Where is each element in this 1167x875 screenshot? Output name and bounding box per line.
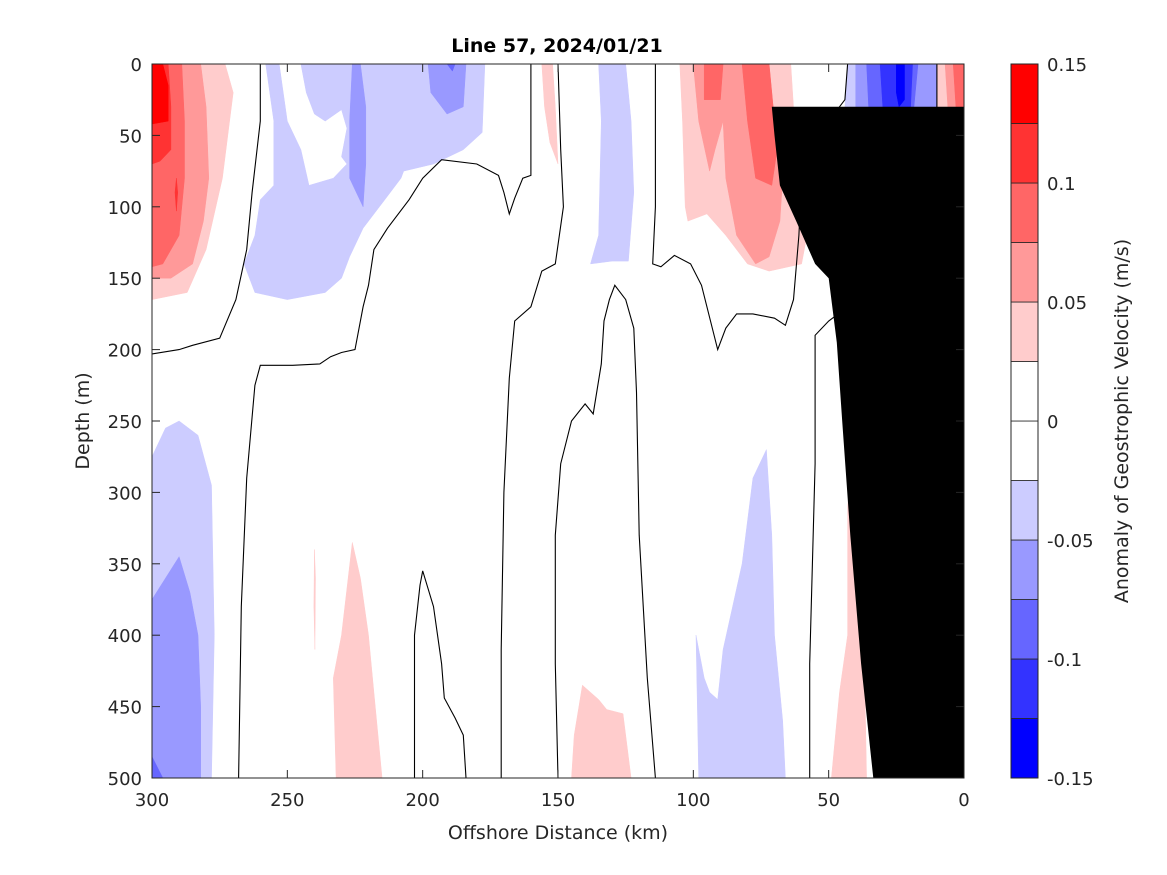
colorbar-tick-label: 0	[1047, 412, 1058, 433]
y-tick-label: 0	[131, 55, 142, 76]
contour-region-27	[333, 542, 383, 778]
x-axis-label: Offshore Distance (km)	[448, 822, 668, 844]
colorbar-bin	[1010, 242, 1039, 303]
bathymetry	[771, 106, 964, 778]
colorbar-tick-label: 0.15	[1047, 55, 1087, 76]
colorbar-bin	[1010, 420, 1039, 481]
plot-area: 300 250 200 150 100 50 0 050100150200250300350…	[108, 55, 970, 811]
colorbar-label: Anomaly of Geostrophic Velocity (m/s)	[1111, 239, 1133, 603]
colorbar-bin	[1010, 182, 1039, 243]
zero-contour-line-4	[554, 284, 656, 778]
colorbar-tick-label: 0.05	[1047, 293, 1087, 314]
y-axis-label: Depth (m)	[72, 372, 94, 469]
seafloor-mask	[771, 106, 964, 778]
zero-contour-line-2	[413, 570, 467, 778]
zero-contour-line-0	[152, 64, 261, 355]
x-tick-label: 100	[676, 790, 710, 811]
colorbar-bin	[1010, 301, 1039, 362]
x-tick-label: 300	[135, 790, 169, 811]
x-tick-label: 200	[405, 790, 439, 811]
y-tick-label: 450	[108, 698, 142, 719]
contour-region-20	[896, 64, 905, 108]
zero-contour-line-3	[500, 64, 564, 778]
contour-region-10	[541, 64, 559, 165]
contour-region-5	[174, 178, 178, 212]
x-ticks: 300 250 200 150 100 50 0	[135, 64, 970, 811]
contour-region-30	[695, 448, 786, 778]
y-tick-label: 150	[108, 269, 142, 290]
x-tick-label: 150	[541, 790, 575, 811]
x-tick-label: 50	[817, 790, 840, 811]
colorbar-tick-label: 0.1	[1047, 174, 1076, 195]
x-tick-label: 0	[958, 790, 969, 811]
colorbar: -0.15 -0.1 -0.05 0 0.05 0.1 0.15	[1010, 55, 1094, 790]
y-tick-label: 200	[108, 341, 142, 362]
contour-region-28	[313, 549, 316, 650]
contour-region-26	[152, 756, 164, 778]
zero-contour-line-1	[238, 64, 532, 778]
chart-title: Line 57, 2024/01/21	[451, 35, 663, 57]
contour-region-4	[152, 64, 169, 125]
y-ticks: 0 50 100 150 200 250 300 350 400 450 500	[108, 55, 964, 790]
colorbar-bin	[1010, 480, 1039, 541]
contour-region-29	[571, 684, 632, 778]
y-tick-label: 300	[108, 483, 142, 504]
colorbar-tick-label: -0.15	[1047, 769, 1094, 790]
colorbar-tick-label: -0.05	[1047, 531, 1094, 552]
contour-region-9	[446, 64, 456, 72]
colorbar-bin	[1010, 539, 1039, 600]
x-tick-label: 250	[270, 790, 304, 811]
contour-region-25	[152, 556, 201, 778]
colorbar-bin	[1010, 63, 1039, 124]
colorbar-bin	[1010, 718, 1039, 779]
colorbar-frame	[1010, 63, 1039, 779]
contour-region-15	[741, 64, 778, 186]
contour-region-7	[349, 64, 367, 207]
contour-region-11	[590, 64, 635, 265]
colorbar-bin	[1010, 599, 1039, 660]
y-tick-label: 350	[108, 555, 142, 576]
colorbar-bin	[1010, 123, 1039, 184]
y-tick-label: 250	[108, 412, 142, 433]
contour-region-14	[703, 64, 724, 100]
y-tick-label: 400	[108, 626, 142, 647]
colorbar-bin	[1010, 361, 1039, 422]
colorbar-tick-label: -0.1	[1047, 650, 1082, 671]
y-tick-label: 100	[108, 198, 142, 219]
y-tick-label: 50	[119, 126, 142, 147]
contour-region-8	[427, 64, 467, 115]
colorbar-bin	[1010, 658, 1039, 719]
y-tick-label: 500	[108, 769, 142, 790]
